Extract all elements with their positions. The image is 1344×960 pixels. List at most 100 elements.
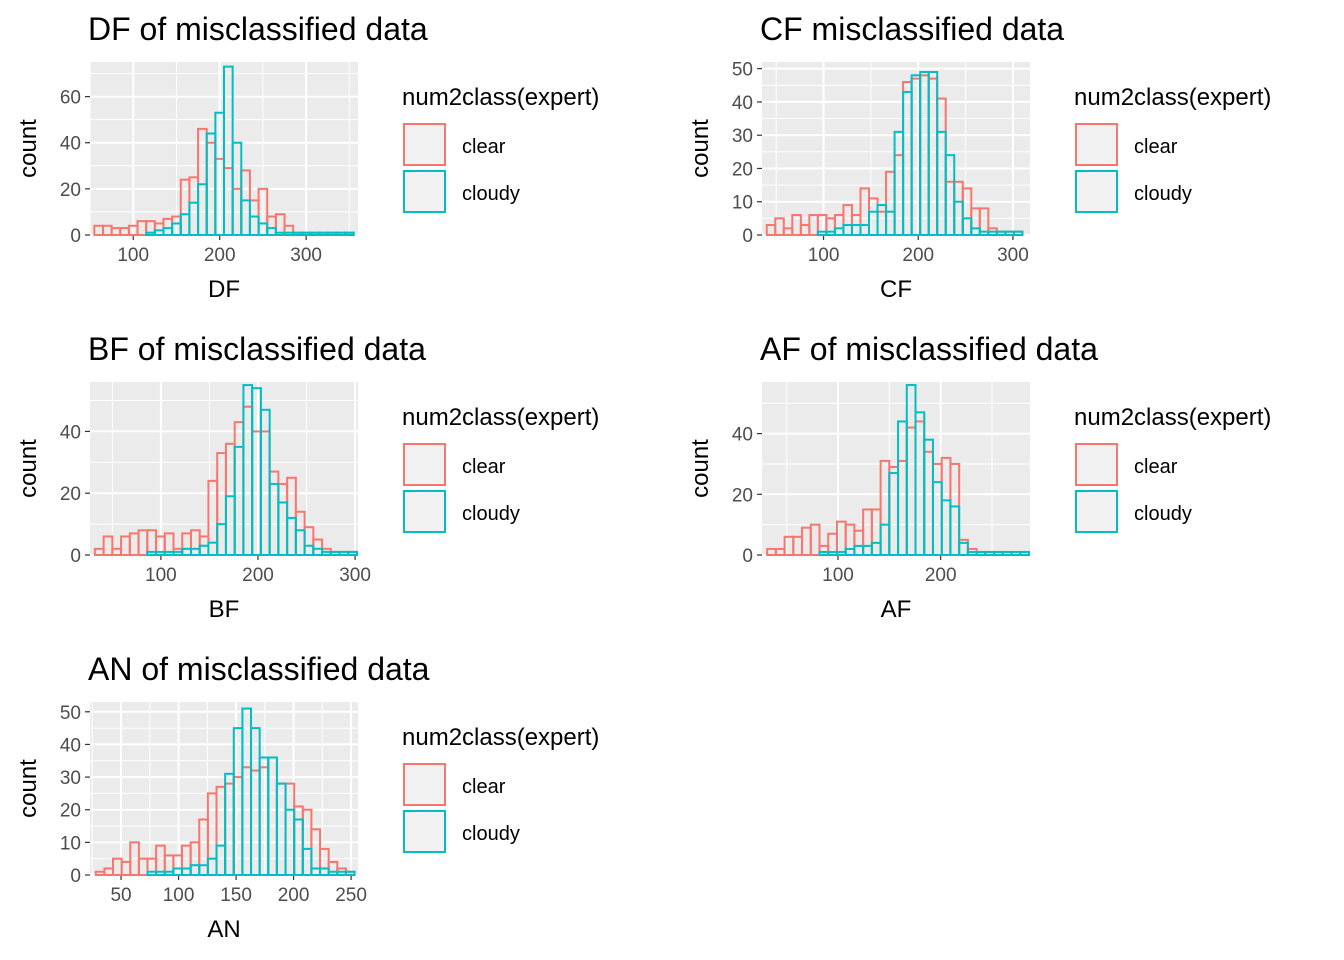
legend-label-clear: clear [462,456,506,478]
legend-key-cloudy [1075,490,1118,533]
x-tick-label: 300 [290,245,322,266]
legend-label-clear: clear [462,136,506,158]
y-tick-label: 30 [732,126,753,147]
legend-title: num2class(expert) [402,724,599,751]
plot-panel [762,382,1030,555]
y-tick-label: 40 [60,422,81,443]
histogram-panel-bf: BF of misclassified data 100 200 300 0 20 40 BF… [0,320,672,640]
x-axis-label: AN [207,916,240,943]
x-axis-label: AF [881,596,912,623]
legend-key-cloudy [1075,170,1118,213]
chart-title: BF of misclassified data [88,331,426,367]
bar-cloudy [259,408,271,556]
legend: num2class(expert) clear cloudy [402,404,599,533]
y-tick-label: 30 [60,768,81,789]
bar-cloudy [231,141,243,237]
bar-cloudy [949,505,961,557]
legend-key-clear [403,123,446,166]
y-tick-label: 10 [60,833,81,854]
bar-cloudy [344,870,356,877]
legend-label-clear: clear [1134,456,1178,478]
bar-cloudy [958,541,969,556]
x-tick-label: 50 [110,885,131,906]
x-tick-label: 300 [339,565,371,586]
y-tick-label: 20 [60,801,81,822]
x-tick-label: 100 [117,245,149,266]
legend-key-cloudy [403,170,446,213]
bar-clear [809,523,821,557]
y-tick-label: 20 [732,485,753,506]
bar-cloudy [294,529,306,557]
legend-title: num2class(expert) [402,404,599,431]
bar-cloudy [293,818,304,876]
x-tick-label: 250 [335,885,367,906]
series-cloudy [146,707,356,877]
bar-cloudy [961,217,973,237]
legend: num2class(expert) clear cloudy [402,84,599,213]
bar-cloudy [1012,230,1024,237]
legend: num2class(expert) clear cloudy [1074,84,1271,213]
chart-title: CF misclassified data [760,11,1064,47]
x-axis-label: BF [209,596,240,623]
y-axis-label: count [687,439,714,498]
bar-cloudy [344,231,355,236]
legend-title: num2class(expert) [1074,404,1271,431]
y-tick-label: 50 [732,60,753,81]
plot-panel [90,382,358,555]
legend-key-cloudy [403,490,446,533]
y-tick-label: 0 [70,226,81,247]
y-tick-label: 20 [60,180,81,201]
legend-title: num2class(expert) [1074,84,1271,111]
x-tick-label: 150 [220,885,252,906]
x-tick-label: 200 [902,245,934,266]
histogram-panel-df: DF of misclassified data 100 200 300 0 20 40 60… [0,0,672,320]
legend: num2class(expert) clear cloudy [1074,404,1271,533]
x-axis-label: CF [880,276,912,303]
y-tick-label: 0 [70,546,81,567]
bar-clear [774,217,785,237]
bar-cloudy [301,847,313,877]
bar-cloudy [266,227,277,237]
x-tick-label: 200 [204,245,236,266]
y-tick-label: 40 [60,134,81,155]
y-tick-label: 50 [60,703,81,724]
histogram-panel-an: AN of misclassified data 50 100 150 200 250 0 1… [0,640,672,960]
bar-clear [102,535,114,556]
legend-key-clear [403,763,446,806]
x-tick-label: 200 [242,565,274,586]
y-axis-label: count [687,119,714,178]
y-axis-label: count [15,119,42,178]
histogram-panel-af: AF of misclassified data 100 200 0 20 40 AF cou… [672,320,1344,640]
legend-label-cloudy: cloudy [462,183,520,205]
bar-cloudy [347,550,359,557]
legend-label-clear: clear [462,776,506,798]
x-tick-label: 100 [808,245,840,266]
y-tick-label: 60 [60,88,81,109]
x-tick-label: 100 [163,885,195,906]
y-tick-label: 0 [742,226,753,247]
legend-label-cloudy: cloudy [462,503,520,525]
x-tick-label: 200 [925,565,957,586]
legend-title: num2class(expert) [402,84,599,111]
x-axis-label: DF [208,276,240,303]
y-tick-label: 20 [60,484,81,505]
y-tick-label: 40 [60,735,81,756]
y-tick-label: 40 [732,425,753,446]
y-tick-label: 10 [732,193,753,214]
x-tick-label: 100 [145,565,177,586]
y-tick-label: 0 [70,866,81,887]
chart-title: AF of misclassified data [760,331,1098,367]
plot-panel [762,62,1030,235]
legend: num2class(expert) clear cloudy [402,724,599,853]
x-tick-label: 100 [822,565,854,586]
y-tick-label: 0 [742,546,753,567]
legend-key-clear [1075,443,1118,486]
legend-key-clear [1075,123,1118,166]
legend-key-clear [403,443,446,486]
legend-label-cloudy: cloudy [1134,503,1192,525]
series-cloudy [818,384,1030,557]
y-tick-label: 20 [732,159,753,180]
legend-label-cloudy: cloudy [1134,183,1192,205]
legend-key-cloudy [403,810,446,853]
series-cloudy [145,65,355,237]
